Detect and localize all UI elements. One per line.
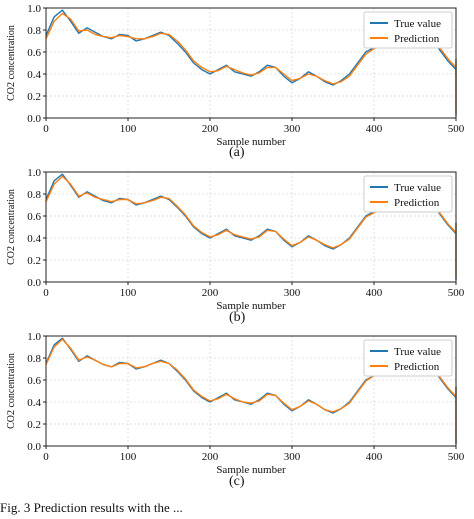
- y-tick-label: 0.6: [27, 211, 41, 223]
- legend-label-true-value: True value: [394, 346, 441, 358]
- x-axis-label: Sample number: [216, 464, 286, 476]
- x-tick-label: 400: [366, 287, 383, 299]
- panel-caption-c: (c): [229, 474, 245, 489]
- y-axis-label: CO2 concentration: [6, 353, 17, 429]
- y-tick-label: 1.0: [27, 3, 41, 15]
- y-tick-label: 0.0: [27, 277, 41, 289]
- y-tick-label: 1.0: [27, 167, 41, 179]
- plot-frame: [45, 171, 457, 283]
- panel-caption-b: (b): [229, 310, 246, 325]
- y-tick-label: 0.8: [27, 25, 41, 37]
- chart-svg-c: 0 100 200 300 400 500 0.0 0.2 0.4 0.6 0.8 1.0 Sample…: [6, 331, 465, 476]
- legend-label-prediction: Prediction: [394, 197, 440, 209]
- legend-label-true-value: True value: [394, 18, 441, 30]
- legend-label-true-value: True value: [394, 182, 441, 194]
- plot-frame: [45, 335, 457, 447]
- x-tick-label: 200: [202, 451, 219, 463]
- x-tick-label: 300: [284, 451, 301, 463]
- x-tick-label: 0: [43, 123, 49, 135]
- y-tick-label: 0.8: [27, 353, 41, 365]
- y-axis-label: CO2 concentration: [6, 189, 17, 265]
- y-tick-label: 0.6: [27, 47, 41, 59]
- x-tick-label: 200: [202, 287, 219, 299]
- y-tick-label: 0.2: [27, 419, 41, 431]
- legend-label-prediction: Prediction: [394, 33, 440, 45]
- x-tick-label: 200: [202, 123, 219, 135]
- plot-frame: [45, 7, 457, 119]
- y-tick-label: 0.4: [27, 397, 41, 409]
- x-tick-label: 100: [120, 451, 137, 463]
- figure-caption-fragment: Fig. 3 Prediction results with the ...: [0, 500, 183, 515]
- chart-svg-a: 0 100 200 300 400 500 0.0 0.2 0.4 0.6 0.8 1.0 Sample…: [6, 3, 465, 148]
- x-tick-label: 500: [448, 287, 465, 299]
- x-tick-label: 100: [120, 287, 137, 299]
- chart-svg-b: 0 100 200 300 400 500 0.0 0.2 0.4 0.6 0.8 1.0 Sample…: [6, 167, 465, 312]
- y-tick-label: 0.2: [27, 91, 41, 103]
- y-tick-label: 0.4: [27, 233, 41, 245]
- x-tick-label: 500: [448, 123, 465, 135]
- x-axis-label: Sample number: [216, 136, 286, 148]
- x-tick-label: 500: [448, 451, 465, 463]
- y-tick-label: 0.4: [27, 69, 41, 81]
- legend-label-prediction: Prediction: [394, 361, 440, 373]
- chart-panel-c: 0 100 200 300 400 500 0.0 0.2 0.4 0.6 0.8 1.0 Sample…: [0, 328, 474, 488]
- y-tick-label: 0.2: [27, 255, 41, 267]
- x-tick-label: 400: [366, 451, 383, 463]
- y-tick-label: 0.8: [27, 189, 41, 201]
- y-tick-label: 0.0: [27, 441, 41, 453]
- y-tick-label: 0.6: [27, 375, 41, 387]
- y-tick-label: 0.0: [27, 113, 41, 125]
- x-tick-label: 300: [284, 123, 301, 135]
- x-tick-label: 400: [366, 123, 383, 135]
- panel-caption-a: (a): [229, 145, 245, 160]
- x-tick-label: 300: [284, 287, 301, 299]
- y-axis-label: CO2 concentration: [6, 25, 17, 101]
- chart-panel-b: 0 100 200 300 400 500 0.0 0.2 0.4 0.6 0.8 1.0 Sample…: [0, 164, 474, 324]
- x-tick-label: 0: [43, 451, 49, 463]
- x-tick-label: 0: [43, 287, 49, 299]
- x-axis-label: Sample number: [216, 300, 286, 312]
- chart-panel-a: 0 100 200 300 400 500 0.0 0.2 0.4 0.6 0.8 1.0 Sample…: [0, 0, 474, 160]
- x-tick-label: 100: [120, 123, 137, 135]
- y-tick-label: 1.0: [27, 331, 41, 343]
